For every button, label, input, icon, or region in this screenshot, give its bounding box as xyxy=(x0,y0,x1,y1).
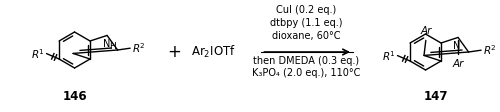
Text: K₃PO₄ (2.0 eq.), 110°C: K₃PO₄ (2.0 eq.), 110°C xyxy=(252,68,360,78)
Text: H: H xyxy=(108,42,116,51)
Text: N: N xyxy=(104,39,111,49)
Text: 147: 147 xyxy=(423,90,448,103)
Text: CuI (0.2 eq.): CuI (0.2 eq.) xyxy=(276,5,336,15)
Text: N: N xyxy=(454,41,460,51)
Text: then DMEDA (0.3 eq.): then DMEDA (0.3 eq.) xyxy=(253,56,360,66)
Text: Ar: Ar xyxy=(452,59,464,69)
Text: 146: 146 xyxy=(62,90,87,103)
Text: dtbpy (1.1 eq.): dtbpy (1.1 eq.) xyxy=(270,18,342,28)
Text: $R^2$: $R^2$ xyxy=(132,41,146,55)
Text: $R^1$: $R^1$ xyxy=(30,47,44,60)
Text: $R^1$: $R^1$ xyxy=(382,49,396,62)
Text: +: + xyxy=(167,43,181,61)
Text: Ar: Ar xyxy=(420,26,432,36)
Text: Ar$_2$IOTf: Ar$_2$IOTf xyxy=(192,44,236,60)
Text: $R^2$: $R^2$ xyxy=(483,43,497,57)
Text: dioxane, 60°C: dioxane, 60°C xyxy=(272,31,340,41)
